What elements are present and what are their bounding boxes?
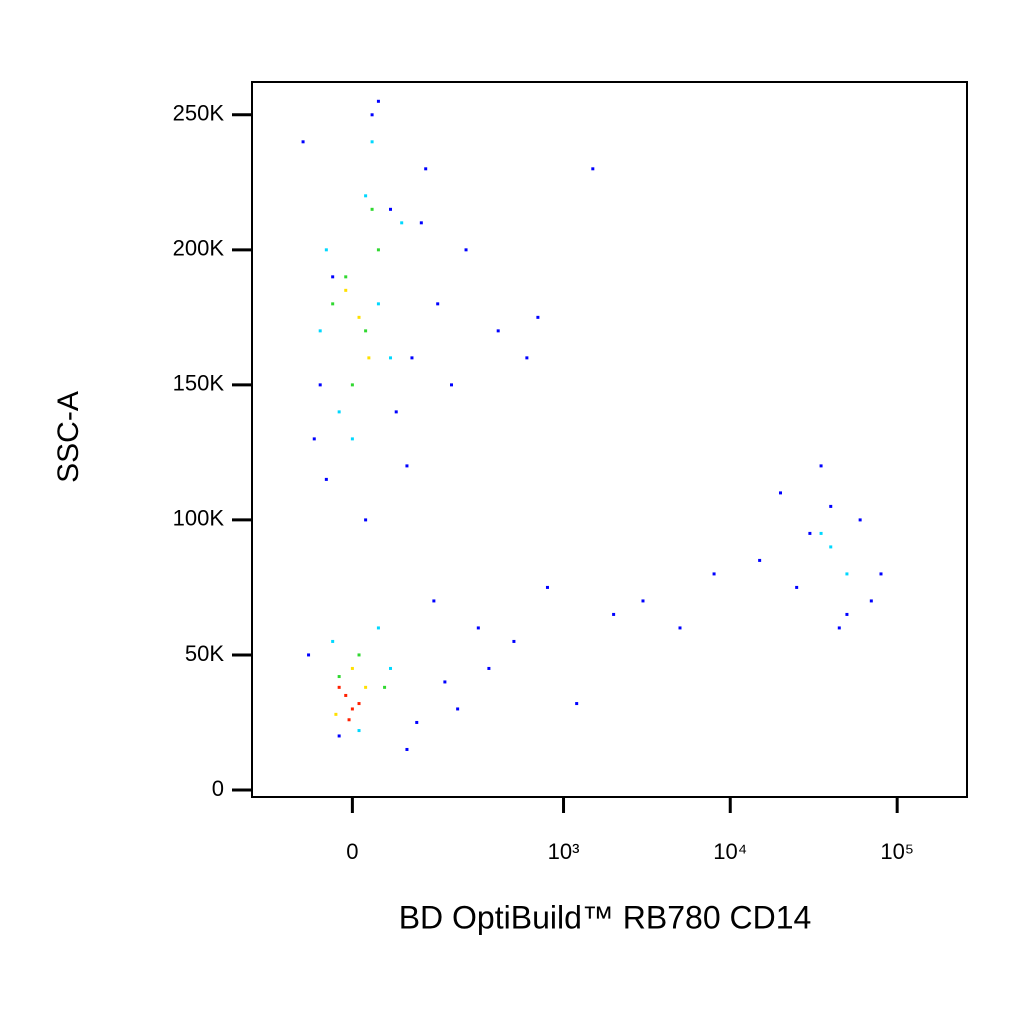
point — [456, 707, 460, 711]
point — [344, 275, 348, 279]
point — [370, 140, 374, 144]
point — [410, 356, 414, 360]
point — [344, 288, 348, 292]
point — [364, 329, 368, 333]
point — [376, 626, 380, 630]
point — [324, 248, 328, 252]
point — [525, 356, 529, 360]
point — [376, 248, 380, 252]
y-tick-label: 200K — [173, 236, 225, 261]
x-axis-label: BD OptiBuild™ RB780 CD14 — [399, 899, 812, 935]
point — [350, 707, 354, 711]
point — [357, 729, 361, 733]
point — [641, 599, 645, 603]
point — [337, 685, 341, 689]
point — [318, 329, 322, 333]
plot-frame — [251, 81, 968, 798]
point — [778, 491, 782, 495]
x-tick-label: 10⁴ — [713, 839, 747, 864]
point — [389, 207, 393, 211]
point — [364, 518, 368, 522]
point — [331, 275, 335, 279]
point — [357, 653, 361, 657]
point — [879, 572, 883, 576]
point — [869, 599, 873, 603]
point — [819, 464, 823, 468]
x-tick-label: 10³ — [548, 839, 580, 864]
x-tick-label: 10⁵ — [880, 839, 914, 864]
point — [357, 315, 361, 319]
point — [464, 248, 468, 252]
point — [301, 140, 305, 144]
y-tick-label: 50K — [185, 641, 224, 666]
point — [575, 702, 579, 706]
point — [536, 315, 540, 319]
point — [829, 545, 833, 549]
point — [364, 194, 368, 198]
point — [394, 410, 398, 414]
point — [496, 329, 500, 333]
y-tick-label: 250K — [173, 101, 225, 126]
point — [487, 666, 491, 670]
point — [370, 207, 374, 211]
point — [331, 639, 335, 643]
y-tick-label: 100K — [173, 506, 225, 531]
point — [350, 383, 354, 387]
point — [808, 531, 812, 535]
point — [376, 302, 380, 306]
point — [331, 302, 335, 306]
point — [400, 221, 404, 225]
x-tick-label: 0 — [346, 839, 358, 864]
point — [337, 734, 341, 738]
point — [307, 653, 311, 657]
point — [334, 712, 338, 716]
point — [405, 747, 409, 751]
point — [357, 702, 361, 706]
point — [450, 383, 454, 387]
point — [383, 685, 387, 689]
point — [389, 356, 393, 360]
point — [591, 167, 595, 171]
point — [712, 572, 716, 576]
y-tick-label: 0 — [212, 776, 224, 801]
point — [443, 680, 447, 684]
point — [545, 585, 549, 589]
point — [324, 477, 328, 481]
point — [678, 626, 682, 630]
y-tick-label: 150K — [173, 371, 225, 396]
point — [405, 464, 409, 468]
point — [436, 302, 440, 306]
point — [819, 531, 823, 535]
point — [337, 675, 341, 679]
point — [347, 718, 351, 722]
point — [350, 437, 354, 441]
point — [837, 626, 841, 630]
point — [364, 685, 368, 689]
point — [795, 585, 799, 589]
point — [512, 639, 516, 643]
point — [432, 599, 436, 603]
point — [829, 504, 833, 508]
point — [312, 437, 316, 441]
point — [858, 518, 862, 522]
point — [350, 666, 354, 670]
point — [424, 167, 428, 171]
point — [318, 383, 322, 387]
point — [612, 612, 616, 616]
point — [376, 99, 380, 103]
point — [845, 612, 849, 616]
point — [758, 558, 762, 562]
point — [389, 666, 393, 670]
y-axis-label: SSC-A — [52, 391, 85, 483]
point — [845, 572, 849, 576]
point — [419, 221, 423, 225]
point — [344, 693, 348, 697]
point — [337, 410, 341, 414]
point — [370, 113, 374, 117]
point — [415, 720, 419, 724]
point — [476, 626, 480, 630]
point — [367, 356, 371, 360]
